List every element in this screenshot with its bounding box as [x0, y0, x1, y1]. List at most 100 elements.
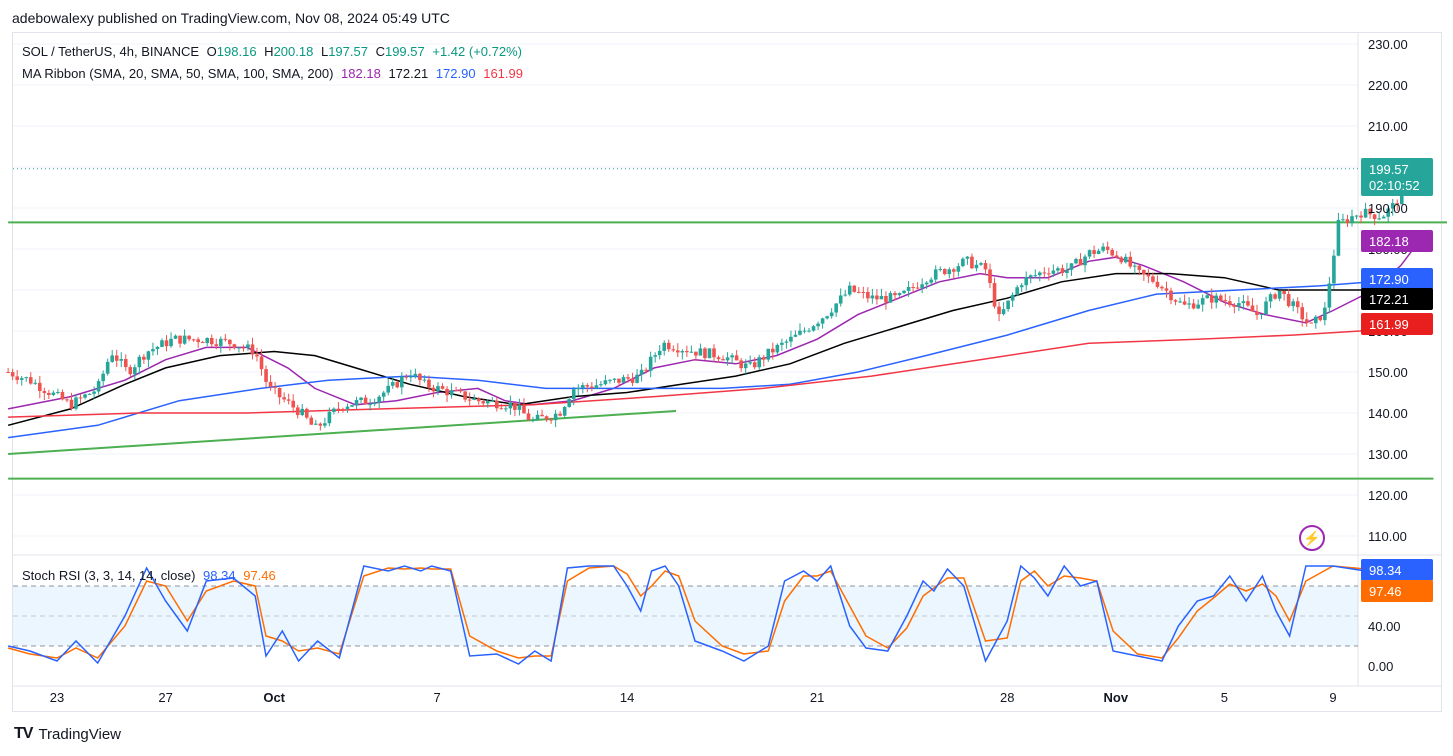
price-tick-label: 110.00: [1368, 529, 1407, 544]
candle-body: [829, 312, 834, 317]
candle-body: [137, 356, 142, 368]
rsi-k-badge-bg: [1361, 559, 1433, 581]
candle-body: [1151, 276, 1155, 282]
candle-body: [1200, 298, 1205, 305]
candle-body: [1332, 255, 1336, 284]
candle-body: [933, 269, 938, 280]
candle-body: [1164, 288, 1169, 291]
candle-body: [780, 342, 784, 345]
candle-body: [318, 423, 323, 426]
candle-body: [87, 393, 92, 395]
rsi-tick-label: 0.00: [1368, 659, 1393, 674]
footer-brand: TV TradingView: [14, 725, 121, 743]
candle-body: [359, 397, 363, 401]
candle-body: [771, 348, 775, 353]
candle-body: [1173, 300, 1178, 302]
candle-body: [28, 377, 33, 384]
candle-body: [902, 290, 906, 294]
candle-body: [51, 392, 56, 395]
ma-line-sma-50: [7, 272, 1421, 427]
candle-body: [671, 349, 676, 351]
candle-body: [454, 390, 458, 392]
candle-body: [793, 334, 798, 337]
candle-body: [590, 386, 594, 389]
candle-body: [101, 373, 105, 382]
candle-body: [915, 287, 920, 289]
candle-body: [1259, 314, 1264, 316]
ma20-badge-bg: [1361, 230, 1433, 252]
candle-body: [517, 404, 522, 410]
time-tick-label: 14: [620, 690, 634, 705]
candle-body: [60, 391, 65, 400]
rsi-tick-label: 40.00: [1368, 619, 1401, 634]
candle-body: [888, 293, 893, 303]
candle-body: [875, 295, 879, 300]
candle-body: [15, 376, 19, 380]
candle-body: [65, 399, 69, 401]
candle-body: [1001, 309, 1006, 315]
candle-body: [259, 356, 264, 370]
candle-body: [1065, 269, 1069, 273]
candle-body: [119, 359, 124, 361]
candle-body: [739, 360, 743, 369]
candle-body: [336, 408, 341, 410]
candle-body: [142, 356, 146, 360]
candle-body: [1155, 281, 1160, 287]
candle-body: [1314, 316, 1318, 324]
candle-body: [1232, 304, 1237, 307]
candle-body: [879, 296, 884, 300]
candle-body: [1286, 294, 1291, 307]
time-tick-label: Nov: [1104, 690, 1129, 705]
symbol-title: SOL / TetherUS, 4h, BINANCE: [22, 44, 200, 59]
candle-body: [938, 269, 943, 271]
candle-body: [680, 350, 685, 353]
candle-body: [1096, 250, 1101, 254]
candle-body: [856, 291, 861, 293]
low-label: L: [320, 44, 329, 59]
symbol-legend: SOL / TetherUS, 4h, BINANCE O198.16 H200…: [22, 44, 526, 59]
candle-body: [173, 335, 178, 339]
stoch-rsi-k-line: [7, 564, 1415, 665]
candle-body: [38, 382, 42, 392]
candle-body: [69, 399, 74, 409]
candle-body: [906, 287, 911, 291]
candle-body: [241, 347, 246, 349]
candle-body: [56, 391, 60, 393]
candles: [6, 165, 1422, 431]
candle-body: [979, 263, 983, 265]
candle-body: [952, 269, 956, 272]
candle-body: [1169, 290, 1173, 301]
time-tick-label: 27: [158, 690, 172, 705]
candle-body: [816, 323, 820, 327]
candle-body: [974, 264, 979, 269]
trendlines: [8, 168, 1448, 480]
ma-title: MA Ribbon (SMA, 20, SMA, 50, SMA, 100, S…: [22, 66, 334, 81]
close-value: 199.57: [384, 44, 425, 59]
candle-body: [422, 379, 427, 381]
candle-body: [1060, 268, 1065, 273]
candle-body: [404, 376, 409, 378]
time-tick-label: 21: [810, 690, 824, 705]
candle-body: [10, 372, 15, 377]
candle-body: [1218, 295, 1223, 301]
candle-body: [1110, 249, 1114, 256]
candle-body: [169, 338, 173, 347]
candle-body: [1255, 311, 1259, 316]
rsi-d-badge-bg: [1361, 580, 1433, 602]
candle-body: [997, 306, 1001, 315]
candle-body: [1395, 203, 1400, 205]
candle-body: [182, 335, 187, 344]
candle-body: [1074, 258, 1078, 264]
candle-body: [594, 385, 599, 389]
ma200-value: 161.99: [483, 66, 523, 81]
candle-body: [431, 387, 436, 392]
candle-body: [449, 390, 454, 396]
candle-body: [1078, 258, 1083, 266]
candle-body: [965, 256, 970, 259]
candle-body: [802, 330, 807, 332]
candle-body: [1372, 214, 1377, 220]
ma50-badge: 172.21: [1369, 292, 1409, 307]
lightning-icon[interactable]: ⚡: [1299, 525, 1325, 551]
publisher-header: adebowalexy published on TradingView.com…: [12, 10, 450, 26]
